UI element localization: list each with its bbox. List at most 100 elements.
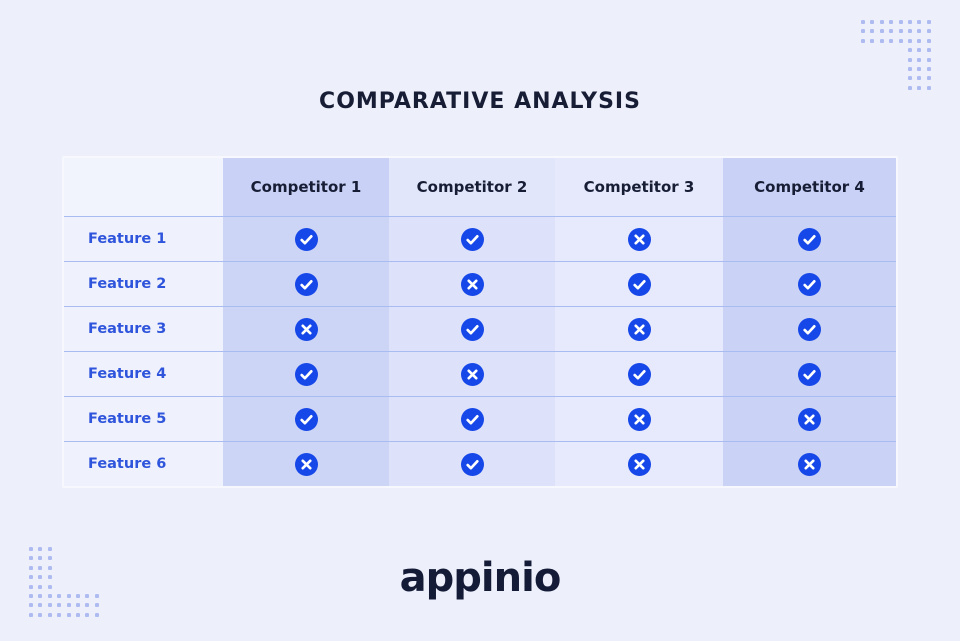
decorative-dot: [38, 575, 43, 580]
cross-icon: [627, 452, 651, 476]
table-row: Feature 2: [64, 261, 896, 306]
column-header-competitor-3: Competitor 3: [555, 158, 723, 216]
column-header-competitor-4: Competitor 4: [723, 158, 896, 216]
decorative-dot: [85, 593, 90, 598]
decorative-dot: [38, 593, 43, 598]
check-icon: [798, 227, 821, 251]
cross-icon: [627, 407, 651, 431]
feature-cell: [389, 307, 555, 351]
decorative-dot: [38, 547, 43, 551]
feature-cell: [223, 352, 389, 396]
decorative-dot: [870, 20, 875, 24]
decorative-dot: [907, 85, 912, 90]
decorative-dot: [94, 612, 99, 617]
cross-icon: [460, 362, 484, 386]
decorative-dot: [85, 603, 90, 608]
feature-label: Feature 4: [64, 352, 223, 396]
decorative-dot: [889, 29, 894, 34]
check-icon: [798, 317, 821, 341]
check-icon: [460, 452, 484, 476]
decorative-dot: [29, 547, 33, 551]
feature-cell: [723, 352, 896, 396]
column-header-competitor-1: Competitor 1: [223, 158, 389, 216]
decorative-dot: [85, 612, 90, 617]
comparison-table: Competitor 1 Competitor 2 Competitor 3 C…: [62, 156, 898, 488]
decorative-dot: [38, 565, 43, 570]
appinio-logo: appinio: [399, 555, 562, 601]
decorative-dot: [29, 603, 33, 608]
decorative-dot: [926, 85, 931, 90]
decorative-dot: [75, 593, 80, 598]
check-icon: [798, 362, 821, 386]
dot-pattern-top-right: [861, 20, 931, 90]
check-icon: [460, 227, 484, 251]
decorative-dot: [917, 48, 922, 53]
decorative-dot: [926, 20, 931, 24]
feature-cell: [389, 352, 555, 396]
decorative-dot: [917, 57, 922, 62]
dot-pattern-bottom-left: [29, 547, 99, 617]
feature-cell: [389, 262, 555, 306]
table-row: Feature 4: [64, 351, 896, 396]
decorative-dot: [47, 584, 52, 589]
decorative-dot: [29, 575, 33, 580]
feature-label: Feature 5: [64, 397, 223, 441]
cross-icon: [627, 227, 651, 251]
decorative-dot: [47, 603, 52, 608]
check-icon: [294, 407, 318, 431]
decorative-dot: [907, 29, 912, 34]
cross-icon: [460, 272, 484, 296]
feature-cell: [223, 442, 389, 486]
feature-cell: [555, 217, 723, 261]
decorative-dot: [861, 38, 865, 43]
cross-icon: [798, 407, 821, 431]
decorative-dot: [66, 593, 71, 598]
decorative-dot: [57, 593, 62, 598]
decorative-dot: [38, 603, 43, 608]
decorative-dot: [29, 584, 33, 589]
feature-cell: [555, 442, 723, 486]
feature-cell: [555, 307, 723, 351]
feature-cell: [723, 397, 896, 441]
decorative-dot: [38, 612, 43, 617]
decorative-dot: [907, 48, 912, 53]
feature-cell: [723, 307, 896, 351]
decorative-dot: [889, 20, 894, 24]
decorative-dot: [926, 76, 931, 81]
decorative-dot: [917, 38, 922, 43]
feature-cell: [555, 262, 723, 306]
decorative-dot: [898, 38, 903, 43]
decorative-dot: [29, 556, 33, 561]
check-icon: [627, 272, 651, 296]
decorative-dot: [917, 20, 922, 24]
decorative-dot: [917, 85, 922, 90]
decorative-dot: [38, 556, 43, 561]
table-header-row: Competitor 1 Competitor 2 Competitor 3 C…: [64, 158, 896, 216]
decorative-dot: [889, 38, 894, 43]
feature-cell: [389, 442, 555, 486]
decorative-dot: [879, 29, 884, 34]
decorative-dot: [75, 603, 80, 608]
check-icon: [460, 317, 484, 341]
feature-label: Feature 2: [64, 262, 223, 306]
feature-label: Feature 1: [64, 217, 223, 261]
feature-cell: [555, 397, 723, 441]
decorative-dot: [47, 565, 52, 570]
feature-cell: [223, 217, 389, 261]
decorative-dot: [47, 612, 52, 617]
corner-cell: [64, 158, 223, 216]
feature-cell: [555, 352, 723, 396]
table-row: Feature 5: [64, 396, 896, 441]
decorative-dot: [907, 76, 912, 81]
check-icon: [627, 362, 651, 386]
feature-cell: [389, 217, 555, 261]
table-row: Feature 1: [64, 216, 896, 261]
decorative-dot: [879, 38, 884, 43]
feature-label: Feature 3: [64, 307, 223, 351]
decorative-dot: [907, 66, 912, 71]
check-icon: [460, 407, 484, 431]
cross-icon: [627, 317, 651, 341]
check-icon: [294, 227, 318, 251]
decorative-dot: [66, 603, 71, 608]
